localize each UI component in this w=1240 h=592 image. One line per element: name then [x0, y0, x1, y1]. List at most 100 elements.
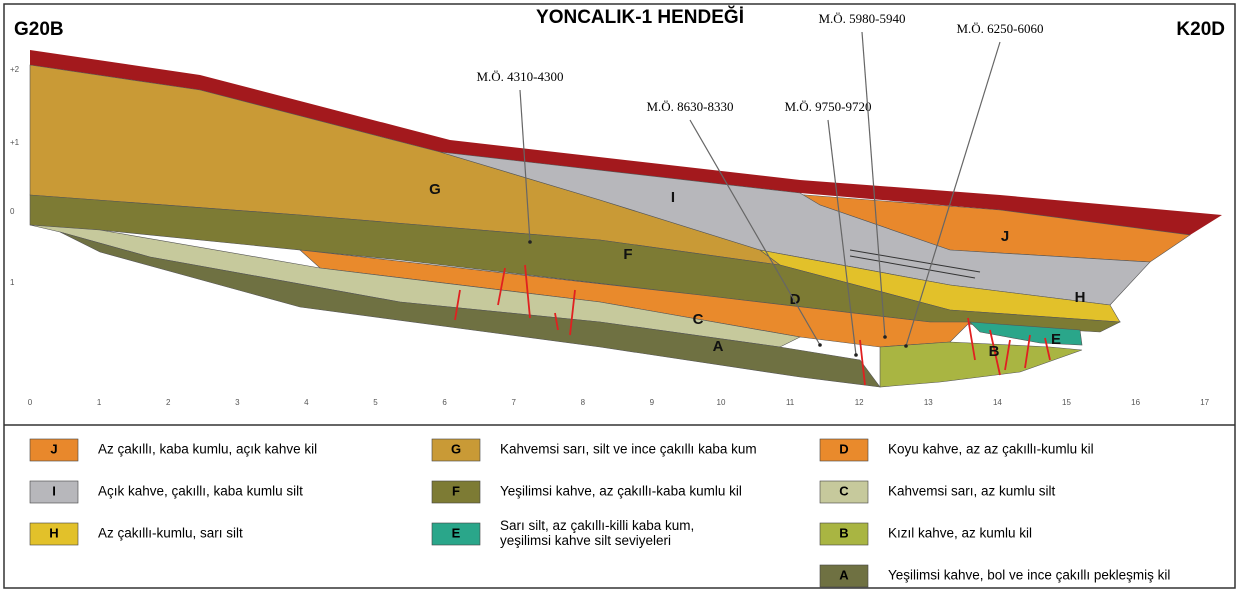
x-scale: 2 [166, 398, 171, 407]
crack [497, 267, 506, 306]
crack [1004, 339, 1011, 371]
legend-swatch [819, 480, 869, 504]
layer-label: F [623, 246, 632, 263]
x-scale: 13 [924, 398, 933, 407]
y-scale: +1 [10, 138, 20, 147]
layer [969, 321, 1083, 346]
arrow [689, 119, 821, 346]
legend-swatch [29, 438, 79, 462]
x-scale: 6 [442, 398, 447, 407]
legend-text: Kahvemsi sarı, silt ve ince çakıllı kaba… [500, 442, 757, 457]
legend-swatch [431, 438, 481, 462]
title: YONCALIK-1 HENDEĞİ [536, 6, 744, 28]
x-scale: 16 [1131, 398, 1140, 407]
layer-label: E [1051, 331, 1061, 348]
date-label: M.Ö. 8630-8330 [646, 99, 733, 114]
legend-text: Az çakıllı, kaba kumlu, açık kahve kil [98, 442, 317, 457]
lens [849, 255, 976, 279]
crack [967, 317, 976, 361]
x-scale: 0 [28, 398, 33, 407]
x-scale: 11 [786, 398, 795, 407]
top-soil [30, 50, 1222, 235]
legend-text: Yeşilimsi kahve, az çakıllı-kaba kumlu k… [500, 484, 742, 499]
arrow [905, 41, 1001, 347]
legend-text: Kızıl kahve, az kumlu kil [888, 526, 1032, 541]
legend-text: yeşilimsi kahve silt seviyeleri [500, 533, 671, 548]
legend-swatch [29, 522, 79, 546]
date-label: M.Ö. 5980-5940 [818, 11, 905, 26]
date-label: M.Ö. 4310-4300 [476, 69, 563, 84]
crack [859, 339, 866, 386]
x-scale: 4 [304, 398, 309, 407]
crack [524, 264, 531, 319]
x-scale: 8 [581, 398, 586, 407]
layer [879, 341, 1083, 388]
right-label: K20D [1176, 19, 1225, 40]
crack [454, 289, 461, 321]
left-label: G20B [14, 19, 64, 40]
x-scale: 1 [97, 398, 102, 407]
legend-text: Yeşilimsi kahve, bol ve ince çakıllı pek… [888, 568, 1170, 583]
legend-swatch [431, 480, 481, 504]
layer-label: I [671, 189, 675, 206]
lens [849, 249, 981, 273]
arrow [827, 119, 857, 356]
arrow [861, 31, 886, 338]
legend-letter: J [50, 441, 57, 456]
x-scale: 9 [650, 398, 655, 407]
y-scale: +2 [10, 65, 20, 74]
layer-label: G [429, 181, 441, 198]
x-scale: 5 [373, 398, 378, 407]
x-scale: 14 [993, 398, 1002, 407]
x-scale: 12 [855, 398, 864, 407]
crack [1024, 334, 1031, 369]
legend-letter: A [839, 567, 849, 582]
legend-letter: G [451, 441, 461, 456]
x-scale: 7 [511, 398, 516, 407]
x-scale: 10 [717, 398, 726, 407]
frame [3, 3, 1236, 589]
legend-text: Açık kahve, çakıllı, kaba kumlu silt [98, 484, 303, 499]
sample-point [528, 240, 532, 244]
legend-letter: E [452, 525, 461, 540]
legend-letter: I [52, 483, 56, 498]
legend-letter: H [49, 525, 58, 540]
legend-swatch [819, 438, 869, 462]
legend-letter: F [452, 483, 460, 498]
legend-swatch [819, 522, 869, 546]
layer-label: H [1075, 289, 1086, 306]
y-scale: 1 [10, 278, 15, 287]
sample-point [854, 353, 858, 357]
layer-label: C [693, 311, 704, 328]
sample-point [904, 344, 908, 348]
layer [59, 231, 881, 388]
legend-text: Kahvemsi sarı, az kumlu silt [888, 484, 1056, 499]
crack [569, 289, 576, 336]
layer-label: J [1001, 228, 1009, 245]
legend-letter: D [839, 441, 848, 456]
legend-letter: B [839, 525, 848, 540]
layer-label: A [713, 338, 724, 355]
y-scale: 0 [10, 207, 15, 216]
crack [989, 329, 1001, 376]
layer-label: B [989, 343, 1000, 360]
legend-letter: C [839, 483, 849, 498]
legend-swatch [29, 480, 79, 504]
arrow [519, 89, 531, 243]
sample-point [883, 335, 887, 339]
layer [439, 151, 1151, 306]
legend-swatch [431, 522, 481, 546]
date-label: M.Ö. 6250-6060 [956, 21, 1043, 36]
x-scale: 17 [1200, 398, 1209, 407]
sample-point [818, 343, 822, 347]
legend-text: Az çakıllı-kumlu, sarı silt [98, 526, 243, 541]
legend-text: Sarı silt, az çakıllı-killi kaba kum, [500, 518, 694, 533]
date-label: M.Ö. 9750-9720 [784, 99, 871, 114]
x-scale: 3 [235, 398, 240, 407]
legend-swatch [819, 564, 869, 588]
crack [1044, 337, 1051, 361]
legend-text: Koyu kahve, az az çakıllı-kumlu kil [888, 442, 1094, 457]
layer-label: D [790, 291, 801, 308]
